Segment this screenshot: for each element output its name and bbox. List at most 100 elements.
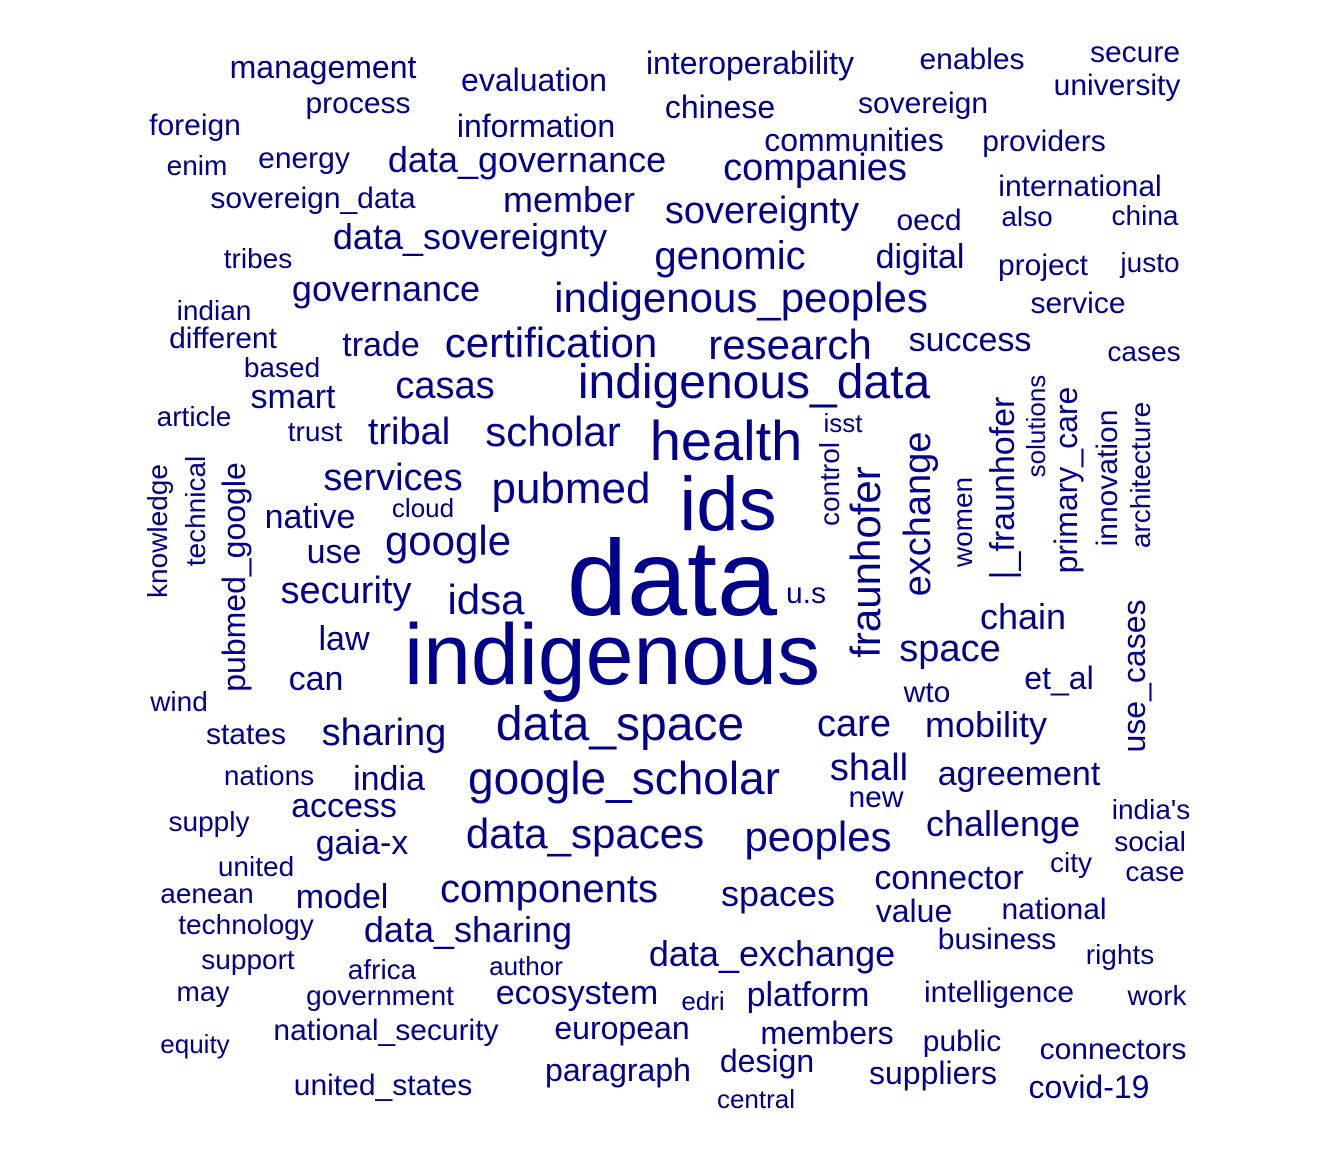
word-based: based: [243, 352, 321, 383]
word-oecd: oecd: [896, 204, 962, 237]
word-information: information: [456, 108, 616, 144]
word-also: also: [1001, 201, 1053, 232]
word-states: states: [205, 718, 287, 751]
word-national: national: [1001, 893, 1107, 926]
word-casas: casas: [395, 365, 495, 407]
word-process: process: [305, 87, 411, 120]
word-new: new: [848, 781, 904, 814]
word-law: law: [318, 620, 370, 658]
word-government: government: [306, 980, 454, 1011]
word-solutions: solutions: [1021, 374, 1051, 478]
word-communities: communities: [764, 122, 944, 158]
word-value: value: [875, 893, 953, 929]
word-spaces: spaces: [720, 873, 836, 914]
word-city: city: [1050, 847, 1092, 878]
word-women: women: [947, 476, 978, 568]
word-indigenous: indigenous: [403, 607, 821, 703]
word-components: components: [440, 867, 658, 911]
word-different: different: [169, 322, 277, 355]
word-africa: africa: [347, 954, 417, 985]
word-cases: cases: [1107, 336, 1181, 367]
word-google-scholar: google_scholar: [467, 752, 781, 804]
word-u-s: u.s: [785, 577, 827, 610]
word-services: services: [323, 457, 463, 499]
word-intelligence: intelligence: [923, 976, 1075, 1009]
word-architecture: architecture: [1125, 401, 1156, 549]
word-use-cases: use_cases: [1116, 599, 1152, 753]
word-sovereign-data: sovereign_data: [210, 182, 416, 215]
word-wto: wto: [903, 676, 951, 709]
word-enables: enables: [919, 43, 1025, 76]
word-service: service: [1030, 287, 1126, 320]
word-pubmed: pubmed: [491, 464, 651, 513]
word-native: native: [264, 498, 356, 536]
word-tribes: tribes: [223, 243, 293, 274]
word-international: international: [998, 170, 1162, 203]
word-genomic: genomic: [654, 234, 806, 278]
word-sharing: sharing: [321, 712, 447, 754]
word-data: data: [566, 517, 778, 638]
word-et-al: et_al: [1024, 660, 1094, 696]
word-health: health: [649, 409, 803, 472]
word-technical: technical: [180, 455, 211, 567]
word-care: care: [817, 703, 891, 745]
word-certification: certification: [444, 319, 658, 366]
word-foreign: foreign: [149, 109, 241, 142]
word-indian: indian: [176, 295, 252, 326]
word-model: model: [295, 878, 389, 916]
word-isst: isst: [823, 408, 863, 438]
word-agreement: agreement: [937, 755, 1101, 793]
word-interoperability: interoperability: [645, 45, 855, 81]
word-primary-care: primary_care: [1048, 386, 1084, 574]
word-tribal: tribal: [367, 411, 451, 453]
word-ids: ids: [679, 462, 777, 547]
word-fraunhofer: fraunhofer: [842, 466, 889, 658]
word-supply: supply: [168, 806, 250, 837]
word-knowledge: knowledge: [142, 464, 173, 598]
word-justo: justo: [1120, 247, 1180, 278]
word-data-exchange: data_exchange: [648, 933, 896, 974]
word-security: security: [280, 570, 412, 612]
word-wind: wind: [150, 686, 208, 717]
word-design: design: [719, 1043, 815, 1079]
word-providers: providers: [982, 125, 1106, 158]
word-rights: rights: [1085, 939, 1155, 970]
word-trade: trade: [342, 326, 420, 364]
word-social: social: [1114, 826, 1186, 857]
word-gaia-x: gaia-x: [315, 824, 409, 862]
word-aenean: aenean: [160, 878, 254, 909]
word-nations: nations: [223, 760, 315, 791]
word-european: european: [554, 1010, 690, 1046]
word-digital: digital: [875, 238, 965, 276]
word-project: project: [997, 249, 1089, 282]
word-technology: technology: [178, 909, 314, 940]
word-may: may: [176, 976, 230, 1007]
word-support: support: [201, 944, 295, 975]
word-scholar: scholar: [485, 408, 621, 455]
word-data-space: data_space: [495, 698, 745, 751]
word-equity: equity: [160, 1029, 230, 1059]
word-shall: shall: [829, 747, 909, 789]
word-connector: connector: [874, 859, 1024, 897]
word-national-security: national_security: [273, 1014, 499, 1047]
word-author: author: [489, 951, 563, 981]
word-public: public: [922, 1025, 1002, 1058]
word-indigenous-data: indigenous_data: [577, 356, 931, 409]
word-fraunhofer: |_fraunhofer: [984, 396, 1022, 580]
word-cloud: cloud: [391, 493, 455, 523]
word-sovereign: sovereign: [857, 87, 989, 120]
word-trust: trust: [287, 416, 343, 447]
word-suppliers: suppliers: [868, 1055, 998, 1091]
word-chain: chain: [979, 596, 1067, 637]
word-companies: companies: [723, 147, 907, 189]
word-data-sharing: data_sharing: [363, 909, 573, 950]
word-chinese: chinese: [664, 89, 776, 125]
word-business: business: [937, 923, 1057, 956]
word-paragraph: paragraph: [545, 1052, 691, 1088]
word-secure: secure: [1089, 36, 1181, 69]
word-data-sovereignty: data_sovereignty: [332, 216, 608, 257]
word-challenge: challenge: [925, 803, 1081, 844]
word-use: use: [306, 533, 362, 571]
word-google: google: [384, 517, 512, 564]
